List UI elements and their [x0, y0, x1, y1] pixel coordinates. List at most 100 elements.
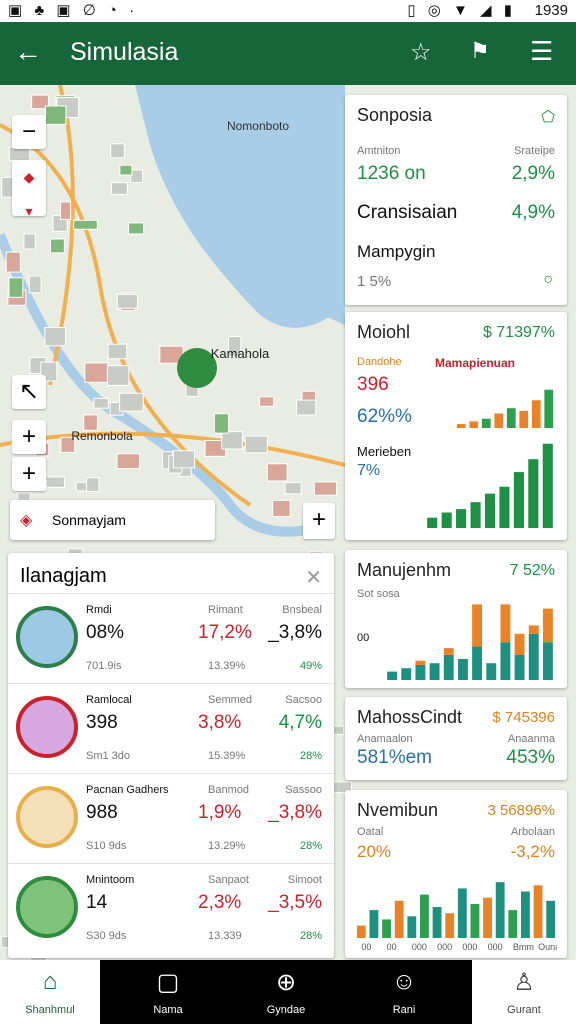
- nav-tab[interactable]: ♙ Gurant: [472, 960, 576, 1024]
- row-icon: [16, 606, 78, 668]
- bar: [499, 486, 510, 528]
- bar: [407, 916, 417, 938]
- building: [73, 219, 98, 230]
- row-text: Bnsbeal: [282, 604, 322, 616]
- row-text: 4,7%: [278, 712, 322, 733]
- label: Dandohe: [357, 356, 402, 368]
- value: 396: [357, 374, 389, 395]
- x-tick-label: Bmm: [513, 942, 534, 952]
- building: [313, 481, 337, 496]
- bar: [513, 472, 524, 528]
- bar: [528, 459, 539, 528]
- row-text: 13.339: [208, 930, 242, 942]
- label: Oatal: [357, 826, 384, 838]
- building: [5, 251, 21, 273]
- bar: [484, 493, 496, 528]
- zoom-in[interactable]: +: [12, 420, 46, 454]
- bar: [441, 512, 452, 528]
- building: [44, 105, 67, 125]
- label: Anaanma: [507, 733, 555, 745]
- locate-button[interactable]: ↖: [12, 375, 46, 409]
- building: [93, 397, 109, 409]
- bar: [519, 410, 529, 428]
- list-row[interactable]: Mnintoom 14 S30 9ds Sanpaot 2,3% 13.339 Simoot…: [8, 863, 334, 951]
- bar: [470, 903, 480, 938]
- building: [119, 392, 144, 412]
- building: [227, 336, 242, 357]
- bar: [546, 900, 556, 938]
- back-button[interactable]: ←: [14, 36, 42, 67]
- x-tick-label: Ounat: [538, 942, 557, 952]
- row-text: 49%: [299, 660, 322, 672]
- row-text: Sanpaot: [208, 874, 249, 886]
- nav-label: Gyndae: [266, 1004, 306, 1016]
- chart-card: Moiohl $ 71397% Dandohe Mamapienuan 396 …: [345, 312, 567, 540]
- layer-button[interactable]: ◆ ▾: [12, 160, 46, 219]
- value: 4,9%: [511, 202, 555, 223]
- label: Mampygin: [357, 242, 436, 261]
- bar-segment: [429, 663, 440, 680]
- nav-tab[interactable]: ⊕ Gyndae: [236, 960, 336, 1024]
- card-title: Sonposia: [357, 105, 433, 125]
- location-button[interactable]: ⚑: [470, 38, 490, 63]
- headline: $ 71397%: [482, 324, 555, 341]
- label: Arbolaan: [510, 826, 555, 838]
- bottom-nav: ⌂ Shanhmul ▢ Nama ⊕ Gyndae ☺ Rani ♙ Gurant: [0, 960, 576, 1024]
- add-button[interactable]: +: [303, 503, 335, 539]
- row-text: Mnintoom: [86, 874, 135, 886]
- row-text: 701.9is: [86, 660, 122, 672]
- building: [266, 463, 288, 482]
- row-text: Rmdi: [86, 604, 112, 616]
- list-row[interactable]: Rmdi 08% 701.9is Rimant 17,2% 13.39% Bnsbeal _3…: [8, 593, 334, 681]
- bar-segment: [415, 660, 426, 665]
- label: Srateipe: [514, 145, 555, 157]
- close-button[interactable]: ✕: [305, 567, 322, 589]
- row-text: 28%: [299, 750, 322, 762]
- zoom-in-alt[interactable]: +: [12, 457, 46, 491]
- bar: [470, 502, 481, 528]
- bar: [508, 910, 518, 938]
- zoom-out[interactable]: −: [12, 115, 46, 149]
- favorite-button[interactable]: ☆: [410, 39, 432, 66]
- list-row[interactable]: Pacnan Gadhers 988 S10 9ds Banmod 1,9% 13.29%…: [8, 773, 334, 861]
- building: [60, 436, 76, 453]
- bar-segment: [387, 671, 398, 680]
- status-icon: ○: [543, 271, 553, 288]
- row-text: 28%: [299, 840, 322, 852]
- menu-button[interactable]: ☰: [530, 36, 554, 66]
- chart-card: Nvemibun 3 56896% Oatal Arbolaan 20% -3,…: [345, 790, 567, 958]
- bar-segment: [472, 646, 483, 680]
- card-icon[interactable]: ⬠: [541, 109, 555, 126]
- nav-tab[interactable]: ▢ Nama: [118, 960, 218, 1024]
- search-box[interactable]: ◈ Sonmayjam: [10, 500, 215, 540]
- bar: [456, 424, 466, 428]
- label: Anamaalon: [357, 733, 413, 745]
- building: [119, 164, 133, 176]
- x-tick-label: 000: [488, 942, 503, 952]
- bar: [495, 882, 505, 938]
- nav-tab[interactable]: ☺ Rani: [354, 960, 454, 1024]
- bar: [481, 418, 491, 428]
- headline: 3 56896%: [487, 802, 555, 819]
- row-icon: [16, 876, 78, 938]
- row-text: 988: [86, 802, 118, 823]
- row-text: 15.39%: [208, 750, 246, 762]
- list-row[interactable]: Ramlocal 398 Sm1 3do Semmed 3,8% 15.39% Sacsoo…: [8, 683, 334, 771]
- bar: [533, 885, 543, 938]
- map-marker[interactable]: [177, 348, 217, 388]
- status-icons: ▣ ♣ ▣ ∅ ◔ ·: [8, 2, 139, 19]
- bar-segment: [443, 654, 454, 680]
- bar-chart: [427, 443, 553, 528]
- bar: [542, 443, 553, 528]
- row-text: 2,3%: [198, 892, 242, 913]
- x-tick-label: 000: [412, 942, 427, 952]
- lake: [135, 85, 345, 328]
- building: [172, 450, 196, 469]
- nav-tab[interactable]: ⌂ Shanhmul: [0, 960, 100, 1024]
- row-text: Rimant: [208, 604, 243, 616]
- building: [213, 413, 230, 434]
- bar: [456, 509, 467, 528]
- row-text: S10 9ds: [86, 840, 127, 852]
